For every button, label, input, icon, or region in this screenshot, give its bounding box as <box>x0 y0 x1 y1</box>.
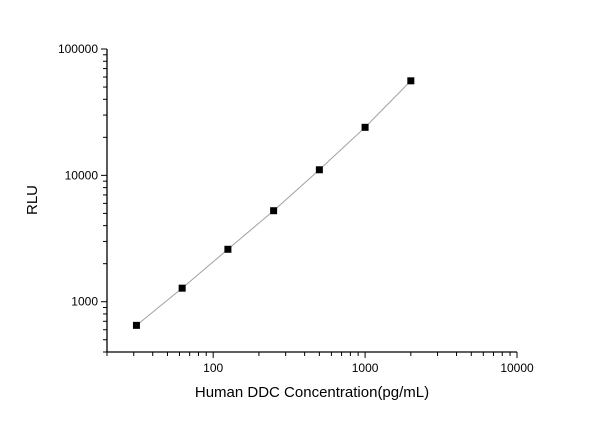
data-point <box>270 207 278 215</box>
x-tick-label: 1000 <box>352 361 379 375</box>
data-point <box>224 245 232 253</box>
fit-curve <box>136 80 412 326</box>
x-axis-label: Human DDC Concentration(pg/mL) <box>195 384 429 401</box>
y-tick-label: 10000 <box>65 168 99 182</box>
y-tick-label: 1000 <box>71 295 98 309</box>
ticks <box>101 48 518 358</box>
data-points <box>132 77 415 329</box>
data-point <box>361 123 369 131</box>
y-axis-label: RLU <box>24 185 41 215</box>
tick-labels: 100 1000 10000 1000 10000 100000 <box>58 42 534 375</box>
data-point <box>315 166 323 174</box>
data-point <box>407 77 415 85</box>
data-point <box>178 284 186 292</box>
axes <box>106 49 517 353</box>
y-tick-label: 100000 <box>58 42 98 56</box>
x-tick-label: 10000 <box>500 361 534 375</box>
x-tick-label: 100 <box>203 361 223 375</box>
data-point <box>132 321 140 329</box>
